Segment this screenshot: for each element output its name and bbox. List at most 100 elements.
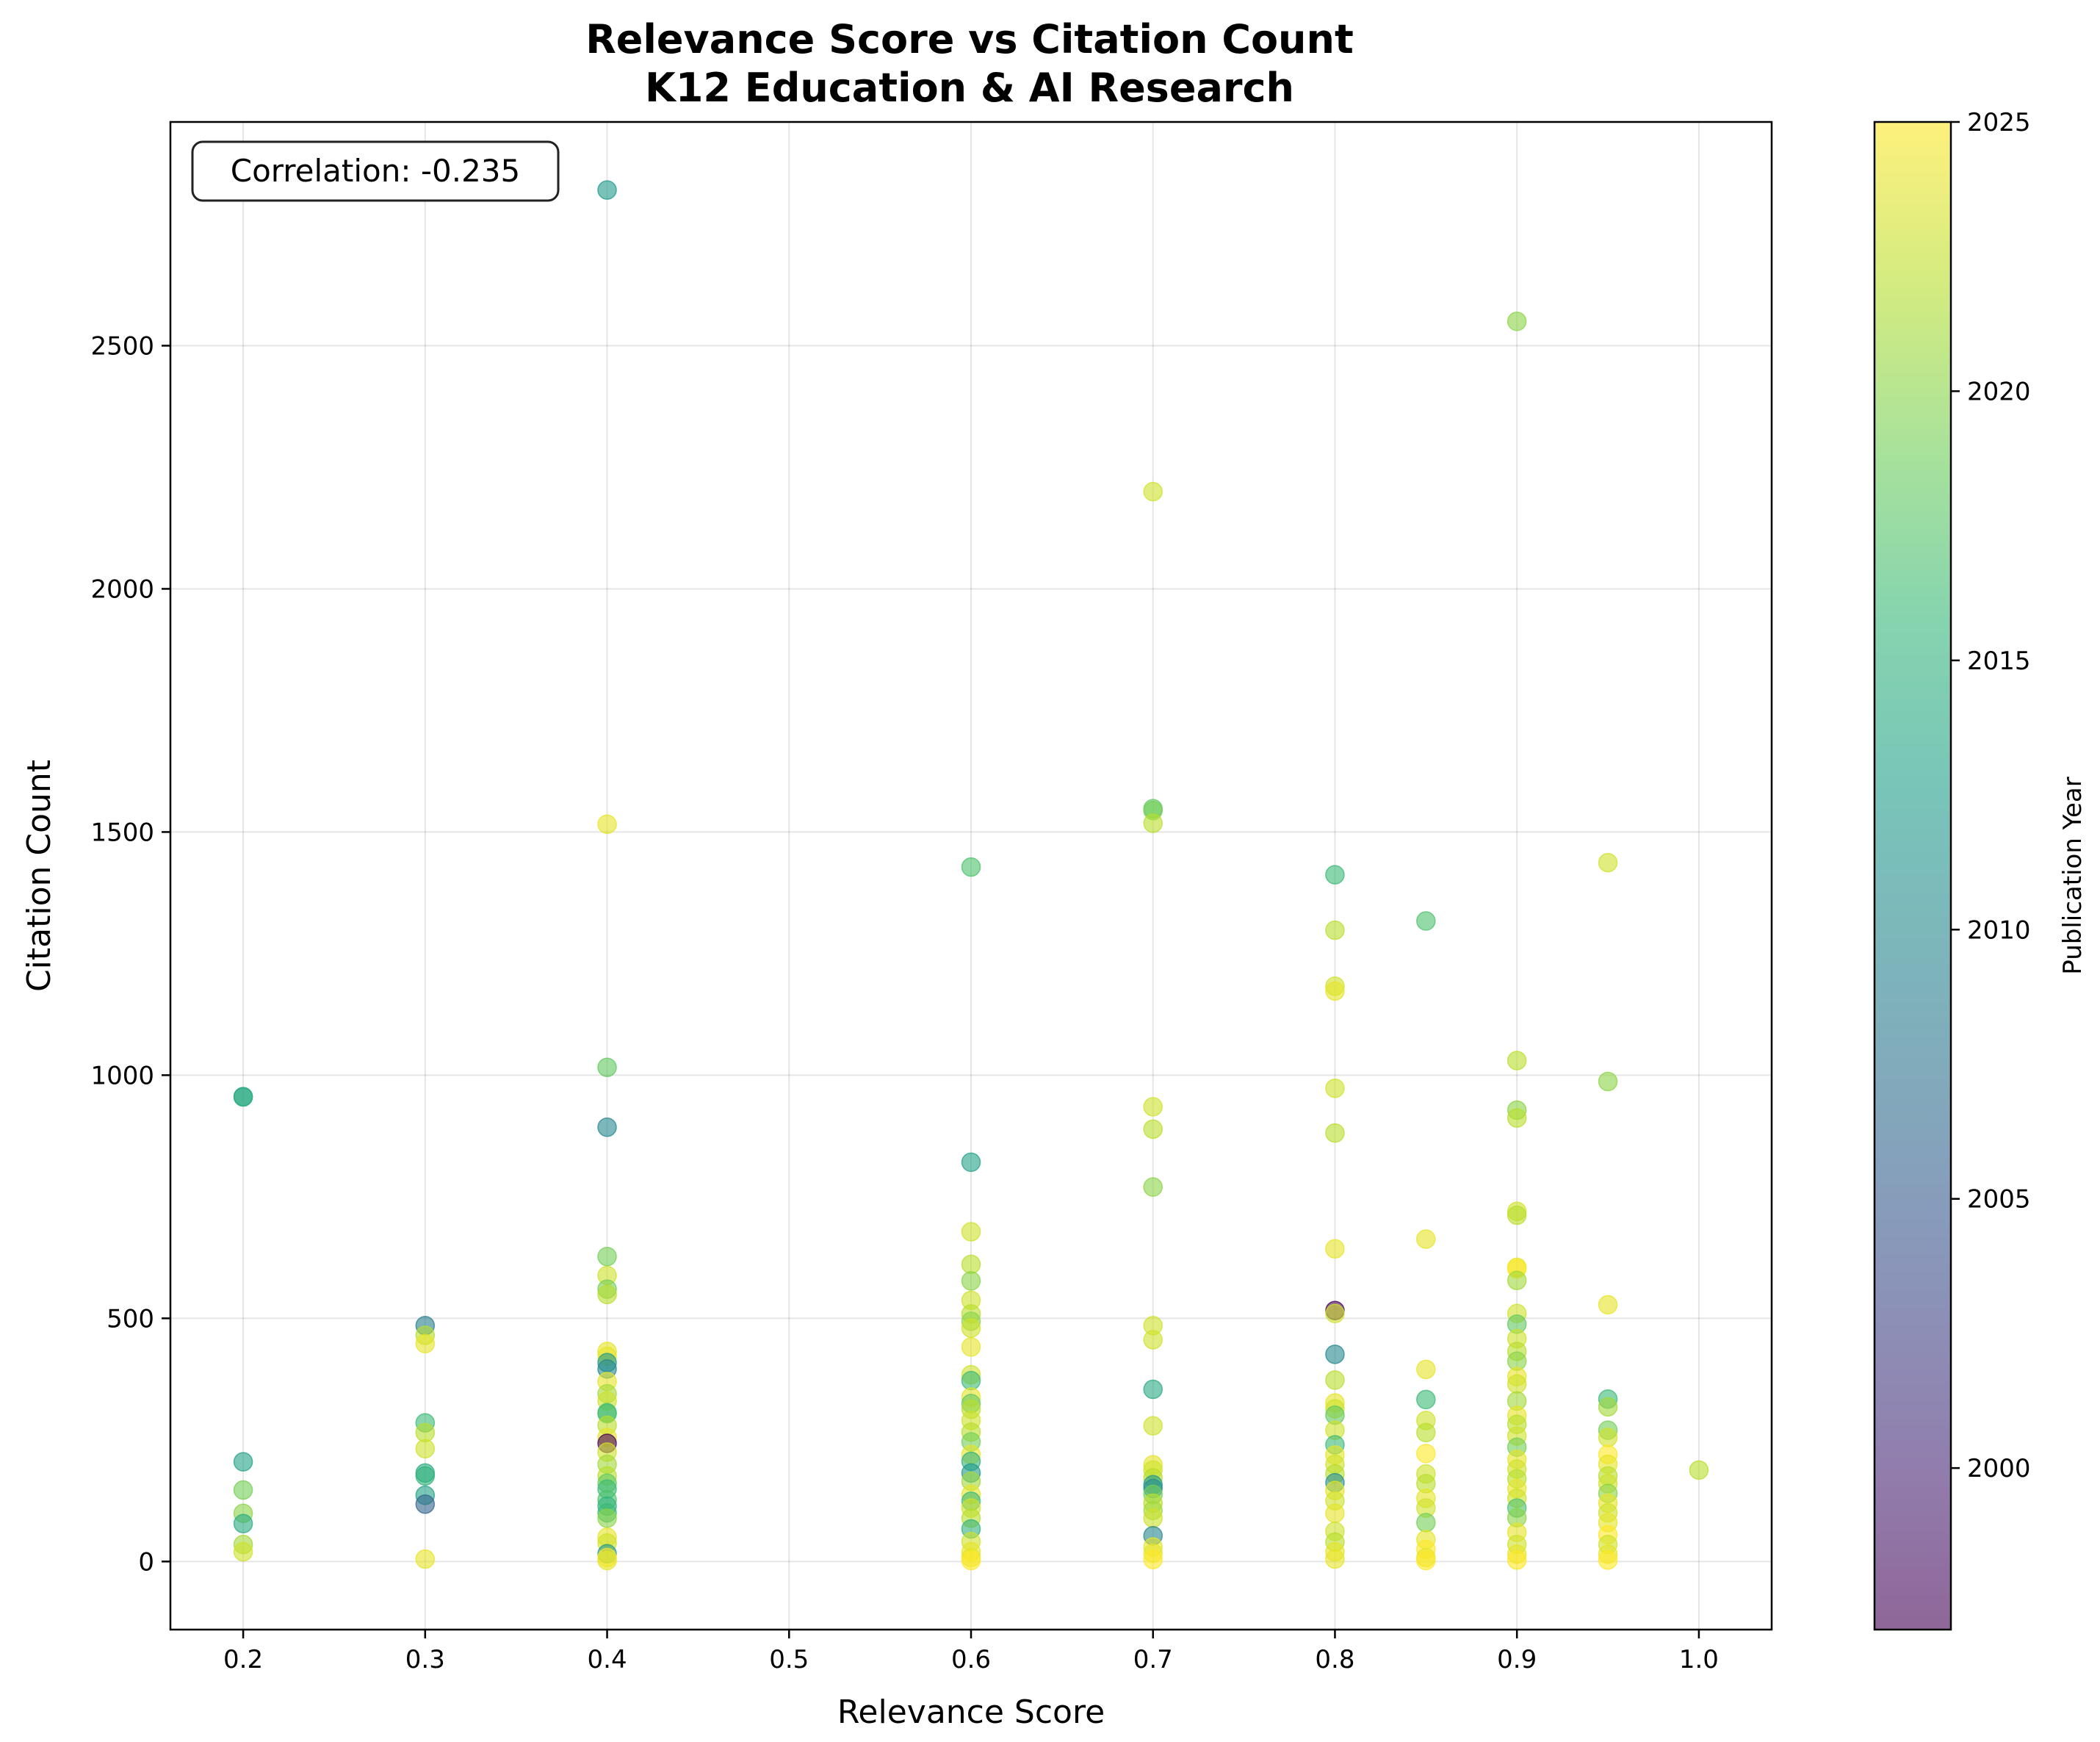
data-point: [1325, 1239, 1345, 1259]
chart-subtitle: K12 Education & AI Research: [645, 65, 1294, 111]
x-tick-label: 0.6: [951, 1645, 991, 1674]
data-point: [233, 1541, 253, 1562]
data-point: [1325, 1079, 1345, 1098]
data-point: [1416, 911, 1436, 931]
data-point: [415, 1494, 436, 1514]
data-point: [597, 1508, 617, 1528]
data-point: [1325, 1370, 1345, 1390]
correlation-box: [191, 140, 560, 202]
data-point: [1416, 1422, 1436, 1443]
data-point: [1416, 1513, 1436, 1533]
data-point: [1416, 1389, 1436, 1410]
y-tick-label: 0: [138, 1547, 154, 1577]
data-point: [1598, 1550, 1618, 1570]
y-tick-label: 500: [107, 1304, 154, 1334]
data-point: [1143, 1508, 1163, 1528]
data-point: [1143, 481, 1163, 502]
data-point: [1507, 1374, 1527, 1394]
data-point: [1416, 1229, 1436, 1249]
data-point: [1598, 1295, 1618, 1315]
y-tick-label: 2000: [90, 575, 154, 604]
data-point: [1598, 852, 1618, 873]
data-point: [961, 1152, 981, 1173]
data-point: [1507, 312, 1527, 331]
data-point: [961, 1254, 981, 1275]
x-tick-label: 0.5: [769, 1645, 809, 1674]
data-point: [233, 1087, 253, 1107]
data-point: [961, 1550, 981, 1571]
colorbar-ticks: 2000 2005 2010 2015 2020 2025: [1951, 108, 2031, 1483]
data-point: [961, 1370, 981, 1391]
data-point: [233, 1480, 253, 1500]
colorbar-tick-label: 2005: [1967, 1185, 2031, 1214]
data-point: [1325, 1123, 1345, 1143]
correlation-text: Correlation: -0.235: [231, 153, 521, 189]
data-point: [1325, 981, 1345, 1001]
data-point: [1143, 1416, 1163, 1436]
data-point: [1416, 1359, 1436, 1380]
data-point: [415, 1334, 436, 1354]
data-point: [961, 1337, 981, 1357]
data-point: [1598, 1397, 1618, 1417]
x-tick-label: 0.9: [1497, 1645, 1537, 1674]
data-point: [1416, 1550, 1436, 1571]
colorbar-label: Publication Year: [2058, 777, 2088, 974]
data-point: [1143, 813, 1163, 833]
colorbar-tick-label: 2015: [1967, 647, 2031, 676]
chart-title: Relevance Score vs Citation Count: [585, 16, 1354, 62]
data-point: [597, 180, 617, 200]
data-point: [597, 1247, 617, 1267]
x-tick-label: 0.2: [223, 1645, 263, 1674]
colorbar-tick-label: 2000: [1967, 1454, 2031, 1483]
x-tick-label: 0.8: [1315, 1645, 1354, 1674]
data-point: [597, 1550, 617, 1571]
data-point: [597, 1284, 617, 1305]
colorbar-tick-label: 2010: [1967, 915, 2031, 945]
colorbar: [1873, 120, 1952, 1631]
data-point: [415, 1466, 436, 1486]
y-axis-ticks: 0 500 1000 1500 2000 2500: [90, 331, 170, 1577]
data-point: [1507, 1205, 1527, 1225]
data-point: [1507, 1270, 1527, 1290]
y-axis-label: Citation Count: [21, 760, 58, 992]
data-point: [1598, 1071, 1618, 1092]
data-point: [1689, 1460, 1709, 1480]
data-point: [1143, 1550, 1163, 1569]
x-tick-label: 0.4: [588, 1645, 627, 1674]
colorbar-tick-label: 2020: [1967, 377, 2031, 406]
data-point: [1143, 1177, 1163, 1197]
scatter-points: [233, 180, 1709, 1571]
data-point: [1416, 1444, 1436, 1464]
data-point: [1507, 1108, 1527, 1128]
data-point: [1507, 1550, 1527, 1570]
data-point: [961, 1271, 981, 1291]
data-point: [961, 1222, 981, 1242]
data-point: [1507, 1051, 1527, 1070]
data-point: [1325, 865, 1345, 885]
data-point: [233, 1452, 253, 1472]
data-point: [233, 1514, 253, 1533]
data-point: [1325, 1303, 1345, 1323]
data-point: [1143, 1379, 1163, 1400]
data-point: [961, 857, 981, 877]
data-point: [597, 814, 617, 835]
y-tick-label: 1000: [90, 1061, 154, 1090]
colorbar-tick-label: 2025: [1967, 108, 2031, 137]
data-point: [597, 1057, 617, 1078]
data-point: [1325, 1503, 1345, 1524]
x-tick-label: 1.0: [1679, 1645, 1719, 1674]
data-point: [1325, 1345, 1345, 1364]
y-tick-label: 1500: [90, 818, 154, 847]
data-point: [1325, 920, 1345, 940]
data-point: [1143, 1119, 1163, 1140]
data-point: [1143, 1330, 1163, 1350]
data-point: [1143, 1097, 1163, 1117]
x-axis-ticks: 0.2 0.3 0.4 0.5 0.6 0.7 0.8 0.9 1.0: [223, 1630, 1719, 1674]
x-tick-label: 0.7: [1133, 1645, 1173, 1674]
data-point: [1325, 1549, 1345, 1569]
data-point: [597, 1117, 617, 1137]
data-point: [961, 1318, 981, 1338]
x-axis-label: Relevance Score: [837, 1694, 1105, 1731]
data-point: [415, 1549, 436, 1569]
